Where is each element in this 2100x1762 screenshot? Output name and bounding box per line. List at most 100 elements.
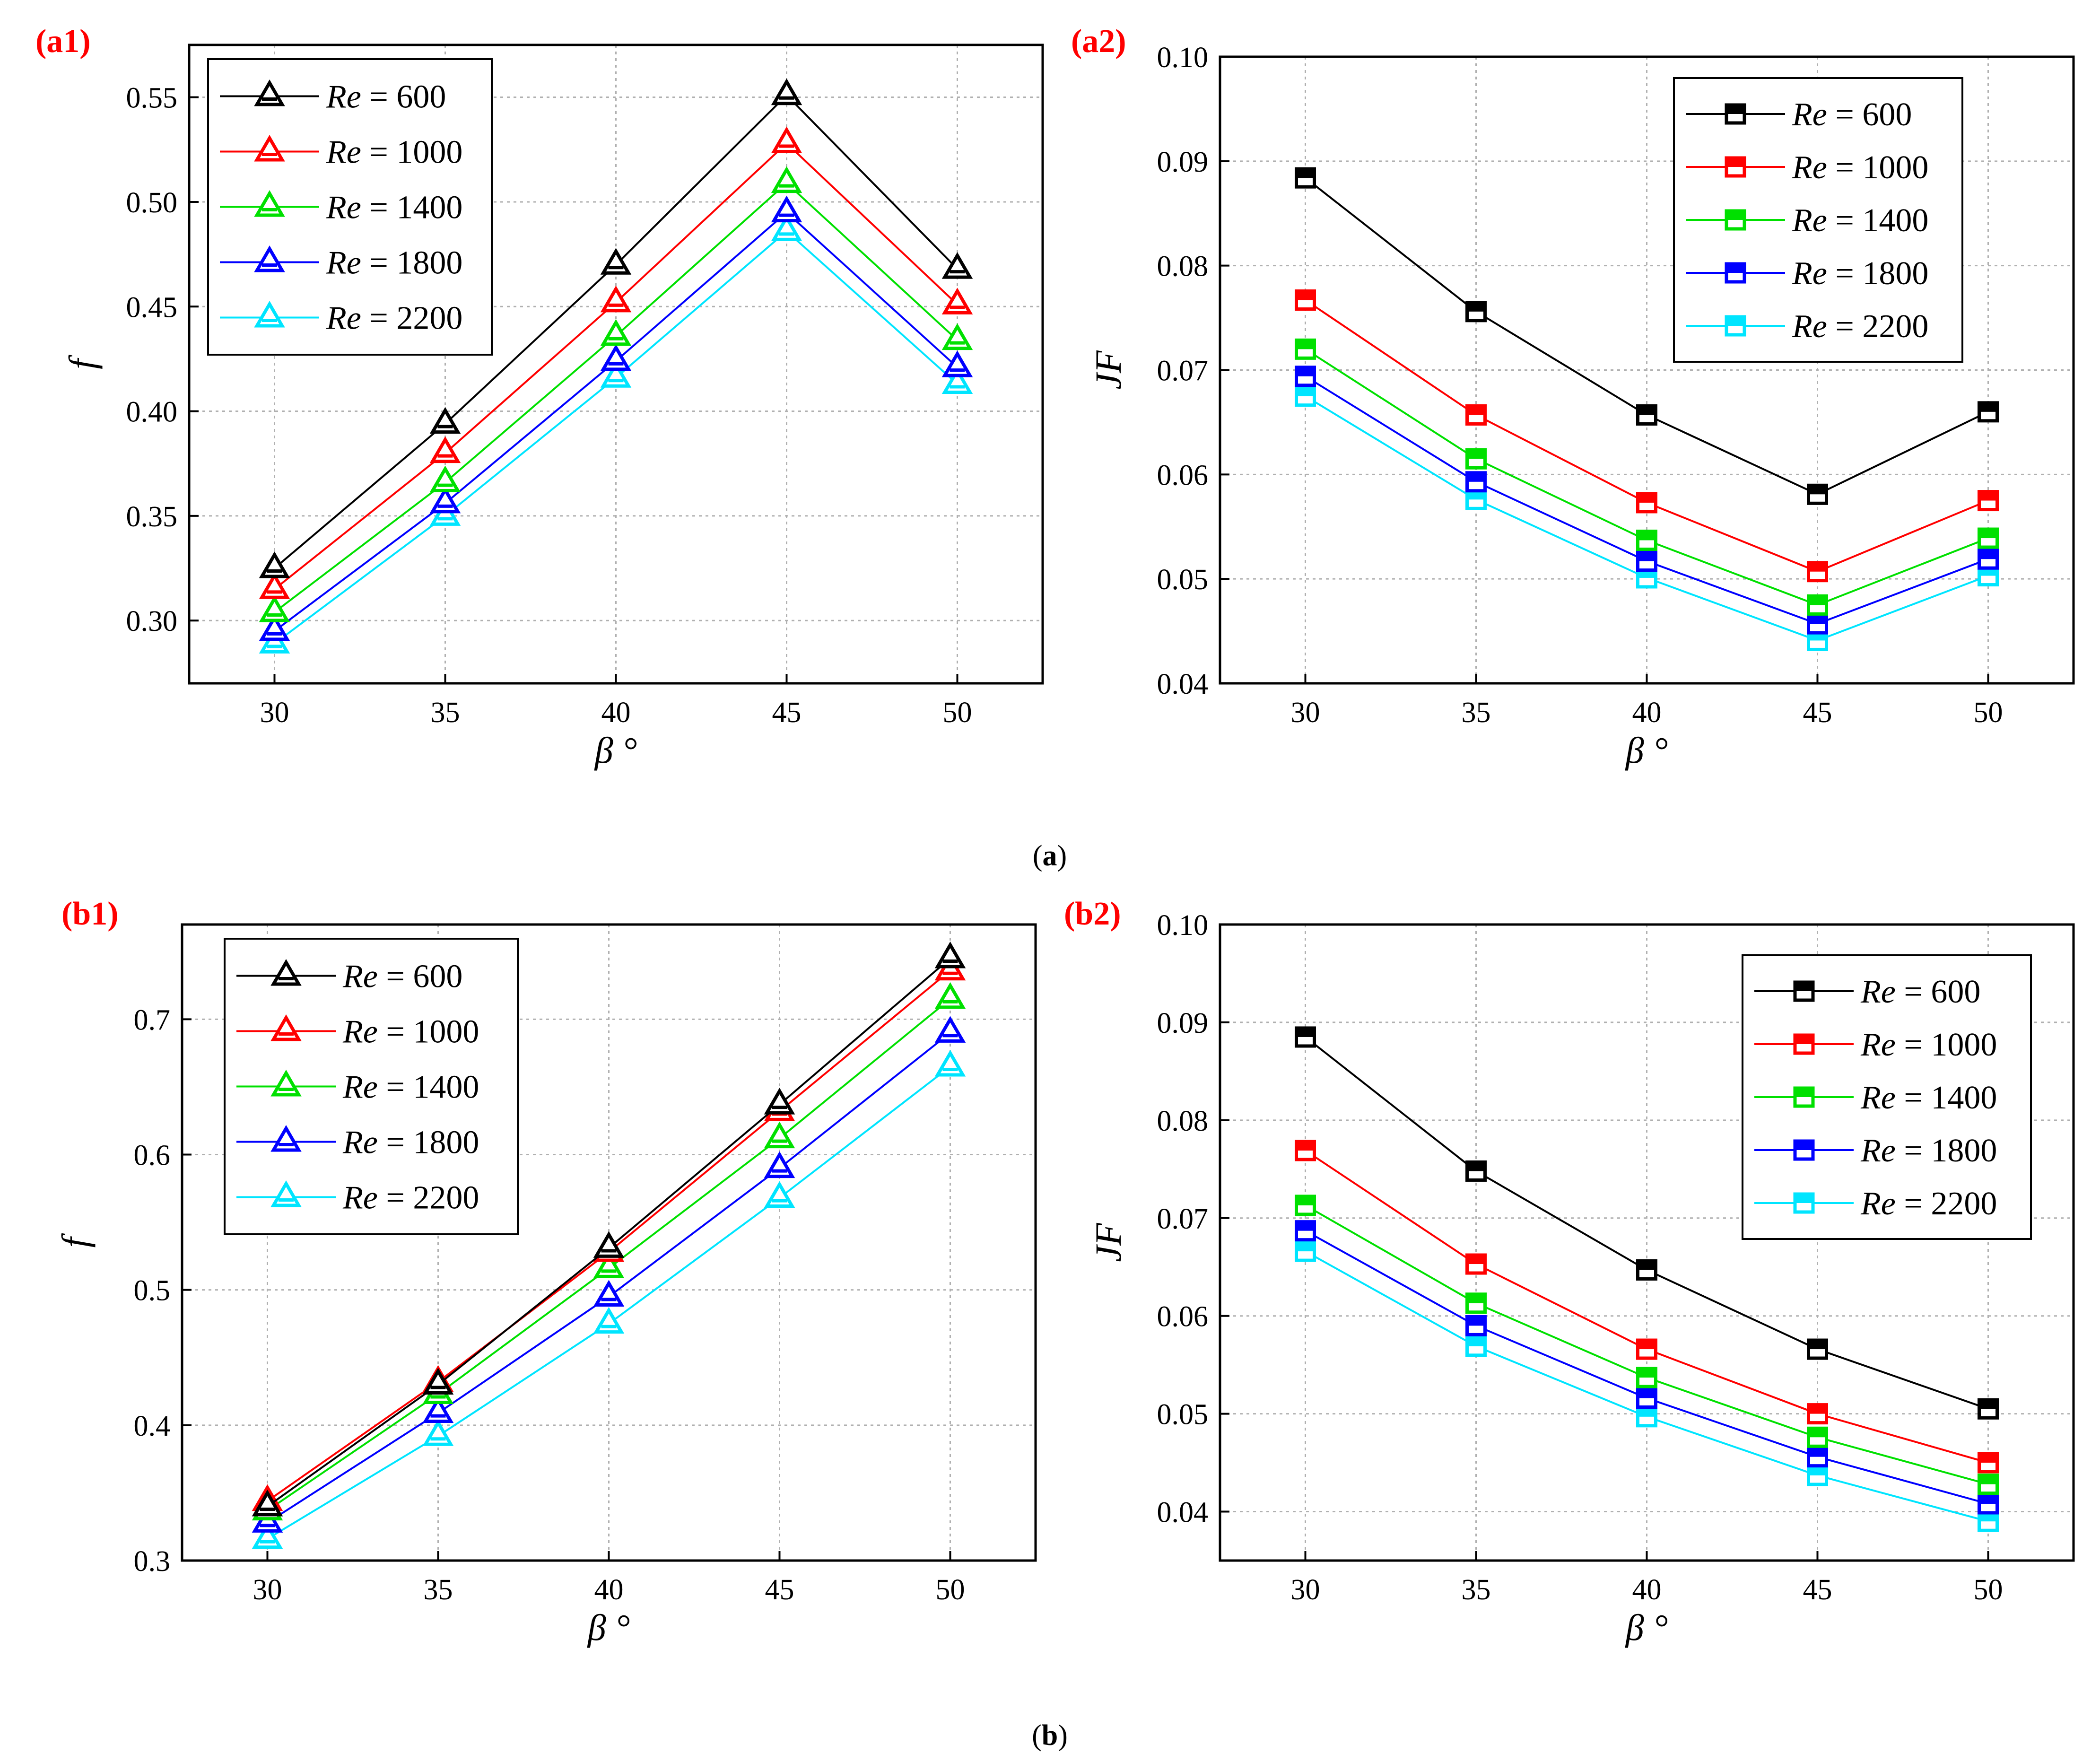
legend-marker-fill: [1726, 264, 1744, 273]
x-tick-label: 45: [765, 1574, 794, 1606]
data-point-re-1000: [600, 285, 632, 313]
x-tick-label: 40: [601, 697, 631, 729]
data-point-re-2200: [259, 627, 290, 654]
legend-entry-re-2200: Re = 2200: [342, 1180, 479, 1216]
data-point-re-600-fill: [1808, 1340, 1827, 1350]
legend-marker-fill: [1795, 1141, 1813, 1150]
legend-entry-re-2200: Re = 2200: [326, 300, 462, 337]
data-point-re-1000: [259, 572, 290, 599]
y-axis-label: f: [54, 1233, 96, 1247]
legend-marker: [254, 301, 285, 328]
caption-b: (b): [1032, 1719, 1068, 1752]
legend-equals: =: [1896, 1027, 1931, 1063]
data-point-re-2200: [429, 499, 461, 526]
data-point-re-1800-fill: [1808, 615, 1827, 624]
legend-value: 1000: [396, 134, 462, 171]
y-tick-label: 0.35: [126, 501, 178, 533]
data-point-re-600: [1807, 483, 1828, 505]
legend-marker: [254, 190, 285, 217]
data-point-re-1800-outline: [941, 350, 973, 377]
data-point-re-1400-outline: [934, 982, 966, 1009]
y-axis-label: JF: [1088, 350, 1129, 390]
y-tick-label: 0.06: [1157, 1301, 1209, 1333]
y-axis-label: JF: [1088, 1222, 1129, 1262]
data-point-re-1400-outline: [764, 1121, 795, 1149]
y-tick-label: 0.10: [1157, 909, 1209, 942]
data-point-re-600: [1295, 1026, 1316, 1048]
data-point-re-2200-fill: [1296, 387, 1315, 396]
data-point-re-600-outline: [764, 1088, 795, 1115]
y-tick-label: 0.08: [1157, 251, 1209, 283]
data-point-re-1800-fill: [1296, 367, 1315, 376]
legend-value: 1400: [396, 190, 462, 226]
data-point-re-1000-fill: [1979, 1454, 1997, 1463]
legend-equals: =: [361, 79, 396, 115]
legend-marker: [1725, 262, 1746, 284]
data-point-re-1000-outline: [941, 288, 973, 314]
data-point-re-1400: [771, 166, 802, 193]
legend-marker: [1793, 980, 1815, 1002]
data-point-re-2200: [1978, 1510, 1999, 1532]
legend-value: 600: [1931, 974, 1980, 1010]
data-point-re-600: [1807, 1338, 1828, 1360]
legend-entry-re-1000: Re = 1000: [1792, 149, 1928, 186]
legend-prefix: Re: [1792, 202, 1827, 239]
y-tick-label: 0.7: [134, 1004, 171, 1036]
legend-value: 1800: [1931, 1133, 1997, 1169]
legend-value: 2200: [396, 300, 462, 337]
data-point-re-1000-fill: [1467, 1255, 1485, 1265]
data-point-re-1000: [1295, 1140, 1316, 1161]
x-tick-label: 40: [594, 1574, 624, 1606]
data-point-re-2200-fill: [1296, 1242, 1315, 1252]
legend-marker: [270, 1125, 302, 1152]
legend-entry-re-600: Re = 600: [342, 959, 462, 995]
data-point-re-1800: [600, 344, 632, 371]
data-point-re-2200: [252, 1522, 283, 1549]
y-tick-label: 0.09: [1157, 1007, 1209, 1039]
data-point-re-1400: [1978, 527, 1999, 549]
data-point-re-1800: [1807, 1446, 1828, 1468]
legend-prefix: Re: [1860, 974, 1896, 1010]
data-point-re-1800: [1295, 366, 1316, 387]
data-point-re-1800: [941, 350, 973, 377]
data-point-re-600: [259, 551, 290, 578]
data-point-re-1800-fill: [1808, 1448, 1827, 1457]
data-point-re-2200: [1807, 1465, 1828, 1486]
chart-b2: 30 35 40 45 50 0.04 0.05 0.06 0.07 0.08 0.09 0.10 β …: [1064, 896, 2075, 1648]
legend-prefix: Re: [326, 300, 361, 337]
data-point-re-1800-outline: [600, 344, 632, 371]
data-point-re-1800-outline: [934, 1016, 966, 1043]
legend-entry-re-1400: Re = 1400: [1860, 1080, 1997, 1116]
panel-label: (a2): [1071, 23, 1126, 60]
legend-prefix: Re: [342, 1180, 378, 1216]
y-tick-label: 0.07: [1157, 355, 1209, 387]
data-point-re-600: [593, 1231, 625, 1258]
data-point-re-1800: [1978, 548, 1999, 570]
x-axis-label: β °: [587, 1607, 630, 1648]
y-tick-label: 0.06: [1157, 459, 1209, 491]
data-point-re-1800: [1978, 1493, 1999, 1515]
y-tick-label: 0.6: [134, 1139, 171, 1171]
data-point-re-2200-outline: [934, 1049, 966, 1077]
data-point-re-1400-fill: [1467, 450, 1485, 459]
y-tick-label: 0.05: [1157, 564, 1209, 596]
legend-marker: [254, 245, 285, 272]
legend-entry-re-1800: Re = 1800: [1792, 255, 1928, 292]
data-point-re-600: [1978, 401, 1999, 423]
data-point-re-1000-outline: [771, 126, 802, 154]
data-point-re-1400: [1636, 529, 1657, 551]
data-point-re-2200: [934, 1049, 966, 1077]
data-point-re-600-fill: [1979, 1400, 1997, 1409]
data-point-re-2200-fill: [1467, 1337, 1485, 1346]
legend-prefix: Re: [326, 79, 361, 115]
legend-marker-fill: [1726, 105, 1744, 114]
x-tick-label: 50: [936, 1574, 965, 1606]
x-axis-label: β °: [1625, 1607, 1668, 1648]
data-point-re-600: [422, 1368, 454, 1395]
data-point-re-1800: [1295, 1220, 1316, 1242]
data-point-re-1800-fill: [1296, 1221, 1315, 1231]
data-point-re-1000: [1295, 289, 1316, 311]
legend-equals: =: [1827, 202, 1862, 239]
